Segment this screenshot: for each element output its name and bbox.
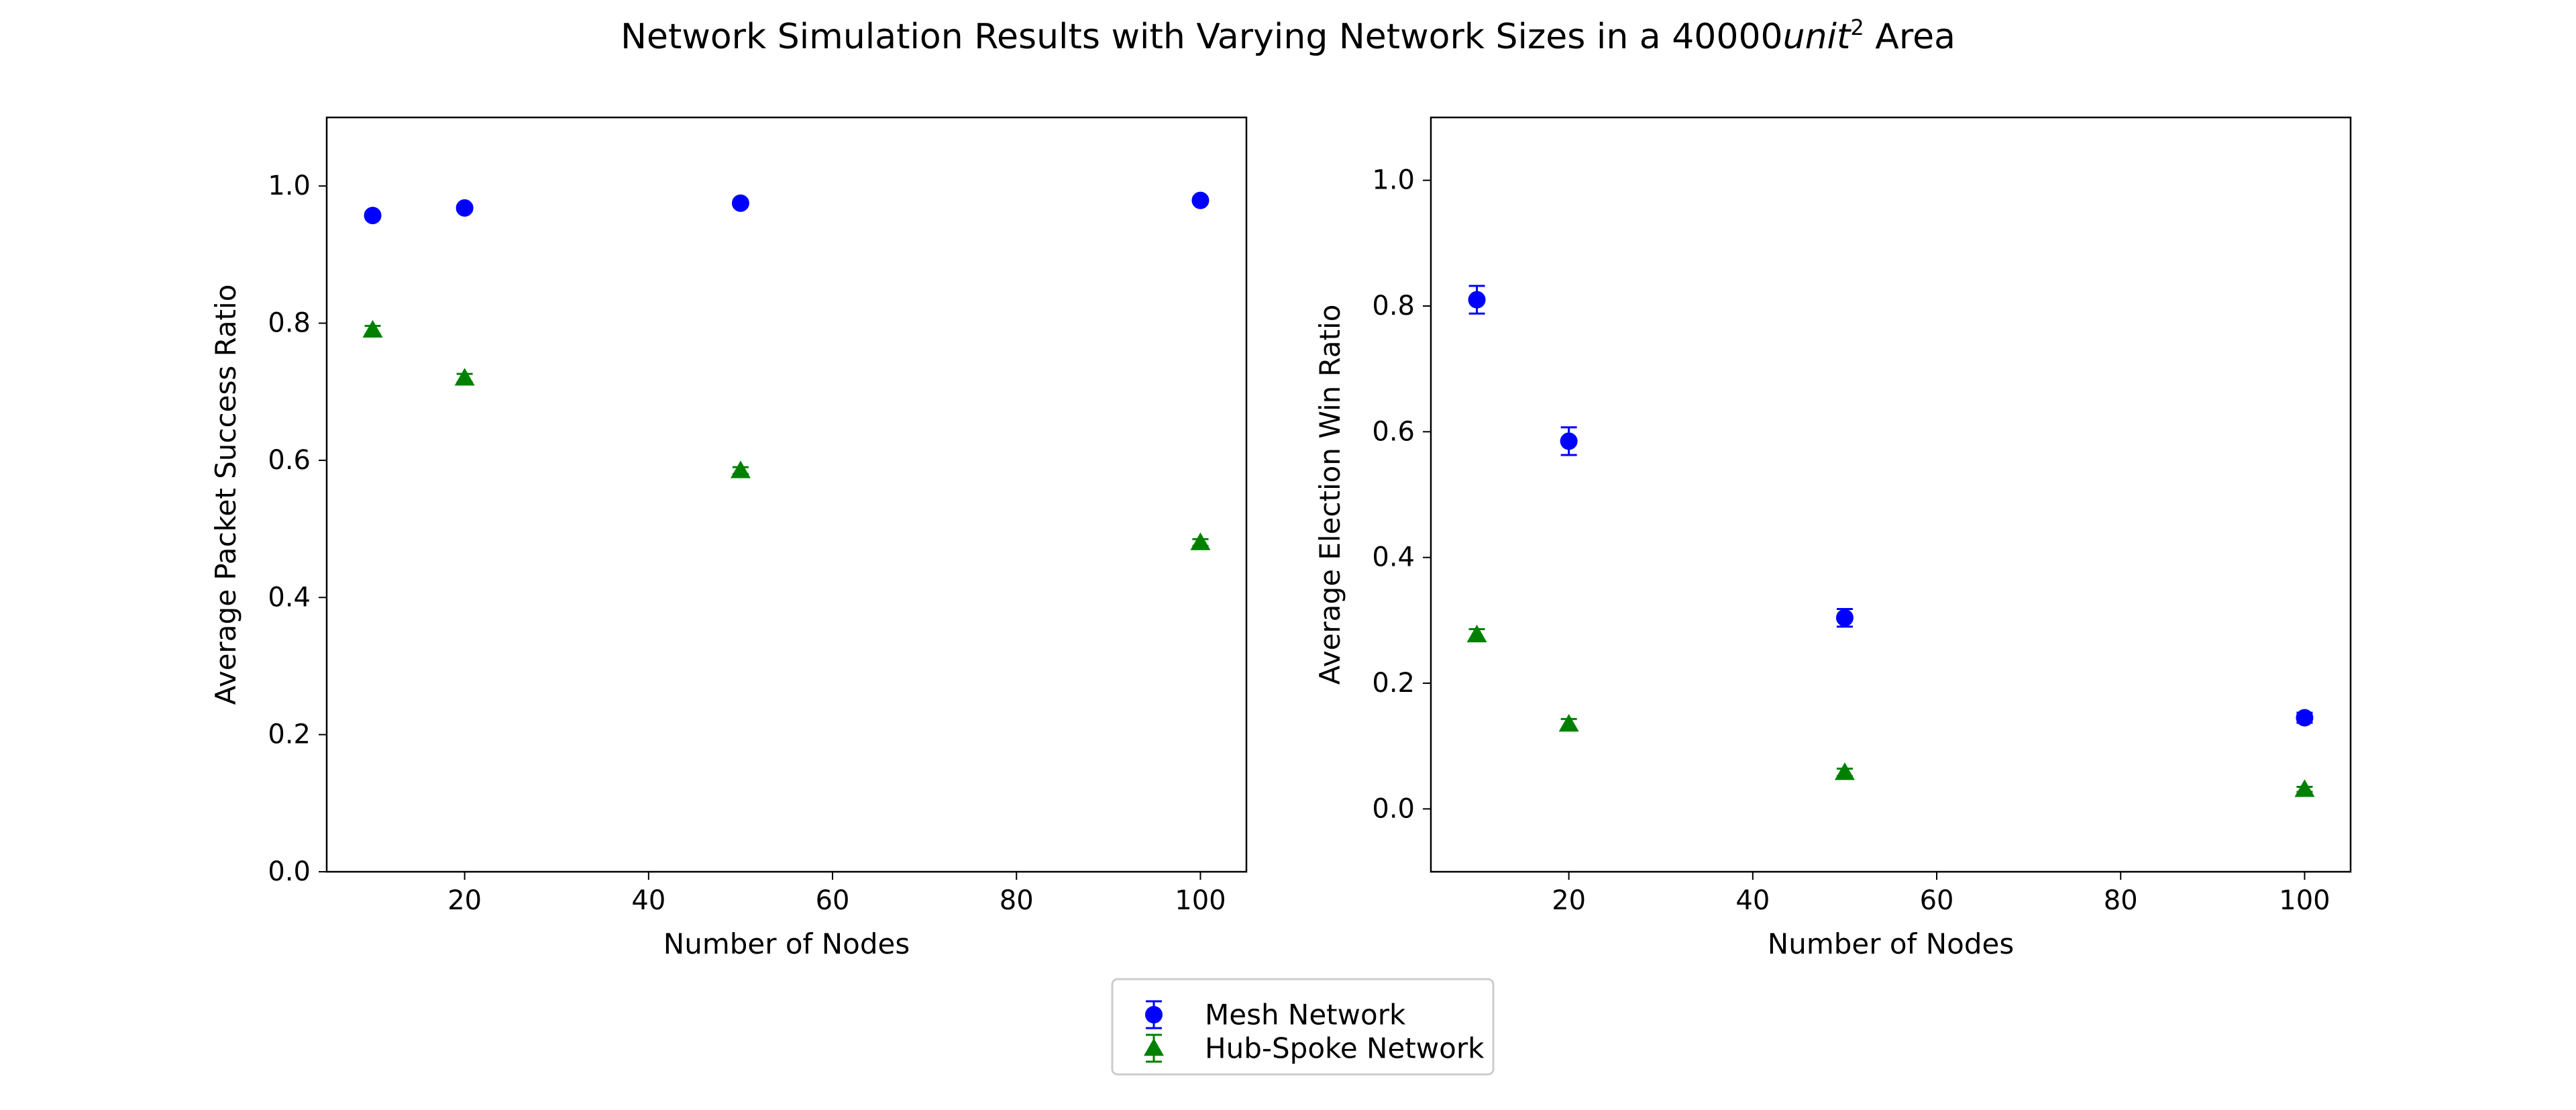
legend-markers: [1144, 1000, 1164, 1063]
data-point: [1558, 713, 1579, 732]
x-tick-label: 100: [2279, 885, 2330, 916]
x-tick-label: 20: [447, 885, 482, 916]
title-suffix: Area: [1864, 17, 1955, 57]
x-tick-label: 40: [1735, 885, 1770, 916]
election-win-subplot: 20 40 60 80 100 0.0 0.2 0.4 0.6 0.8 1.0 Number of N…: [1313, 116, 2352, 960]
x-tick-label: 20: [1552, 885, 1586, 916]
x-tick-label: 60: [816, 885, 850, 916]
data-point: [730, 460, 751, 478]
packet-success-subplot: 20 40 60 80 100 0.0 0.2 0.4 0.6 0.8 1.0 Number of N…: [209, 116, 1248, 960]
y-tick-label: 1.0: [1372, 165, 1415, 196]
y-axis-label: Average Election Win Ratio: [1313, 305, 1346, 685]
data-point: [731, 194, 749, 212]
figure-title: Network Simulation Results with Varying …: [621, 15, 1955, 57]
data-point: [2296, 709, 2314, 727]
data-point: [1191, 191, 1210, 209]
plot-frame: [1430, 116, 2352, 873]
x-tick-label: 80: [2104, 885, 2138, 916]
x-axis-label: Number of Nodes: [1768, 927, 2014, 960]
y-tick-label: 0.0: [1372, 793, 1415, 824]
plot-frame: [325, 116, 1248, 873]
data-point: [1190, 532, 1211, 550]
legend-marker-triangle: [1144, 1038, 1164, 1056]
data-point: [455, 199, 474, 217]
y-tick-label: 0.4: [268, 582, 311, 613]
y-tick-label: 0.6: [268, 445, 311, 476]
y-tick-label: 0.6: [1372, 416, 1415, 447]
y-axis-label: Average Packet Success Ratio: [209, 285, 242, 705]
title-prefix: Network Simulation Results with Varying …: [621, 17, 1783, 57]
y-tick-label: 1.0: [268, 170, 311, 201]
data-point: [1468, 291, 1486, 309]
data-point: [454, 368, 475, 386]
title-exponent: 2: [1850, 15, 1864, 40]
legend-label-mesh: Mesh Network: [1205, 999, 1406, 1031]
series-mesh-network: [364, 191, 1210, 225]
x-tick-label: 60: [1920, 885, 1954, 916]
x-axis-label: Number of Nodes: [663, 927, 910, 960]
data-point: [364, 207, 382, 225]
y-tick-label: 0.8: [268, 308, 311, 339]
y-tick-label: 0.0: [268, 856, 311, 887]
data-point: [1835, 609, 1854, 627]
data-point: [1560, 432, 1578, 450]
data-point: [1466, 624, 1487, 643]
legend-label-hub-spoke: Hub-Spoke Network: [1205, 1032, 1485, 1065]
series-mesh-network: [1468, 285, 2314, 727]
y-tick-label: 0.8: [1372, 291, 1415, 321]
x-tick-label: 80: [1000, 885, 1034, 916]
data-point: [362, 319, 383, 338]
x-tick-label: 100: [1175, 885, 1226, 916]
data-point: [2294, 779, 2315, 797]
legend: Mesh Network Hub-Spoke Network: [1111, 978, 1495, 1076]
y-tick-label: 0.4: [1372, 542, 1415, 573]
y-tick-label: 0.2: [268, 719, 311, 750]
series-hub-spoke-network: [1466, 624, 2315, 797]
legend-frame: [1111, 978, 1495, 1076]
x-tick-label: 40: [631, 885, 665, 916]
legend-marker-circle: [1145, 1006, 1163, 1023]
title-unit: unit: [1783, 17, 1851, 57]
series-hub-spoke-network: [362, 319, 1211, 550]
data-point: [1834, 762, 1855, 780]
y-tick-label: 0.2: [1372, 668, 1415, 699]
